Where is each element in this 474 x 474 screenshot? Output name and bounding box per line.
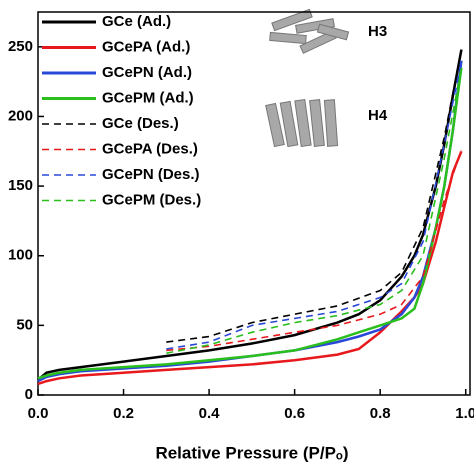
y-tick-label: 100 (8, 247, 33, 264)
y-tick-label: 0 (25, 386, 33, 403)
legend-label: GCePA (Ad.) (102, 38, 190, 55)
x-tick-label: 0.2 (113, 405, 134, 422)
legend-label: GCePN (Ad.) (102, 64, 192, 81)
y-tick-label: 200 (8, 107, 33, 124)
annotation: H4 (368, 107, 388, 124)
y-tick-label: 250 (8, 38, 33, 55)
series-line (166, 60, 463, 350)
annotation: H3 (368, 23, 387, 40)
rods-h3 (269, 8, 350, 54)
legend-label: GCePN (Des.) (102, 166, 200, 183)
y-tick-label: 150 (8, 177, 33, 194)
series-line (166, 49, 463, 343)
series-line (37, 150, 463, 386)
legend-label: GCe (Des.) (102, 115, 179, 132)
plot-frame (37, 11, 471, 396)
series-line (166, 149, 463, 352)
x-tick-label: 0.0 (28, 405, 49, 422)
x-tick-label: 0.8 (370, 405, 391, 422)
legend-label: GCePA (Des.) (102, 140, 198, 157)
rods-h4 (265, 98, 339, 148)
x-tick-label: 0.4 (199, 405, 221, 422)
legend-label: GCe (Ad.) (102, 13, 171, 30)
x-tick-label: 0.6 (284, 405, 305, 422)
legend-label: GCePM (Ad.) (102, 89, 194, 106)
legend-label: GCePM (Des.) (102, 191, 201, 208)
y-tick-label: 50 (16, 316, 33, 333)
x-tick-label: 1.0 (455, 405, 474, 422)
series-line (166, 67, 463, 354)
x-axis-label: Relative Pressure (P/Pₒ) (155, 443, 348, 462)
